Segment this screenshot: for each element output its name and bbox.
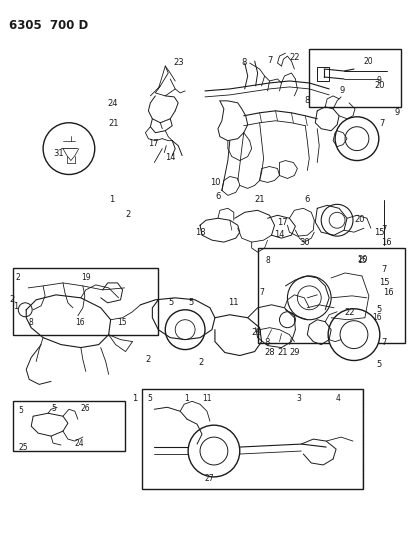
Text: 28: 28 (264, 348, 274, 357)
Text: 31: 31 (53, 149, 63, 158)
Text: 15: 15 (356, 256, 366, 265)
Text: 20: 20 (374, 81, 384, 90)
Text: 22: 22 (289, 53, 299, 62)
Text: 2: 2 (15, 273, 20, 282)
Text: 20: 20 (353, 215, 364, 224)
Circle shape (287, 276, 330, 320)
Text: 5: 5 (376, 305, 381, 314)
Text: 16: 16 (382, 288, 393, 297)
Text: 5: 5 (376, 360, 381, 368)
Text: 29: 29 (289, 348, 299, 357)
Text: 2: 2 (145, 354, 150, 364)
Text: 1: 1 (184, 394, 189, 403)
Bar (13, 268, 158, 335)
Bar (142, 389, 362, 489)
Circle shape (334, 117, 378, 160)
Text: 18: 18 (195, 228, 205, 237)
Text: 7: 7 (267, 56, 272, 65)
Text: 8: 8 (28, 318, 33, 327)
Text: 5: 5 (147, 394, 152, 403)
Text: 6: 6 (303, 196, 309, 204)
Text: 29: 29 (251, 328, 261, 337)
Bar (13, 401, 124, 451)
Text: 8: 8 (264, 337, 269, 346)
Text: 20: 20 (363, 57, 373, 66)
Bar (308, 49, 400, 107)
Text: 14: 14 (165, 152, 175, 161)
Text: 11: 11 (227, 298, 238, 307)
Text: 16: 16 (371, 313, 380, 322)
Text: 4: 4 (335, 394, 340, 403)
Text: 7: 7 (259, 288, 264, 297)
Text: 25: 25 (18, 443, 28, 452)
Text: 5: 5 (168, 298, 173, 307)
Text: 21: 21 (277, 348, 287, 357)
Text: 21: 21 (108, 119, 119, 128)
Text: 1: 1 (108, 196, 114, 204)
Text: 7: 7 (378, 119, 383, 128)
Circle shape (175, 320, 195, 340)
Circle shape (188, 425, 239, 477)
Text: 26: 26 (81, 404, 90, 413)
Text: 14: 14 (274, 230, 284, 239)
Text: 9: 9 (394, 108, 399, 117)
Text: 2: 2 (125, 211, 130, 219)
Text: 15: 15 (373, 228, 383, 237)
Text: 10: 10 (209, 179, 220, 188)
Circle shape (320, 204, 352, 236)
Circle shape (339, 321, 367, 349)
Text: 16: 16 (380, 238, 391, 247)
Text: 15: 15 (378, 278, 389, 287)
Text: 22: 22 (343, 308, 354, 317)
Text: 2: 2 (9, 295, 15, 304)
Text: 6: 6 (214, 192, 220, 201)
Text: 17: 17 (148, 139, 159, 148)
Text: 21: 21 (254, 196, 265, 204)
Circle shape (344, 127, 368, 151)
Text: 7: 7 (380, 225, 385, 234)
Text: 17: 17 (277, 218, 288, 227)
Text: 2: 2 (198, 358, 203, 367)
Text: 1: 1 (13, 302, 18, 311)
Text: 23: 23 (173, 58, 183, 67)
Text: 15: 15 (117, 318, 127, 327)
Text: 16: 16 (75, 318, 84, 327)
Text: 5: 5 (18, 406, 23, 415)
Text: 8: 8 (241, 58, 247, 67)
Circle shape (297, 286, 320, 310)
Text: 8: 8 (303, 96, 309, 105)
Text: 30: 30 (299, 238, 309, 247)
Circle shape (165, 310, 204, 350)
Text: 6305  700 D: 6305 700 D (9, 19, 88, 33)
Text: 19: 19 (81, 273, 90, 282)
Text: 24: 24 (108, 99, 118, 108)
Text: 5: 5 (188, 298, 193, 307)
Text: 9: 9 (338, 86, 344, 95)
Circle shape (43, 123, 94, 174)
Text: 8: 8 (265, 256, 270, 265)
Circle shape (327, 309, 379, 360)
Text: 24: 24 (75, 439, 84, 448)
Text: 9: 9 (376, 76, 381, 85)
Text: 27: 27 (204, 474, 213, 483)
Text: 1: 1 (132, 394, 137, 403)
Bar (317, 67, 328, 81)
Bar (257, 248, 404, 343)
Text: 3: 3 (296, 394, 301, 403)
Text: 7: 7 (380, 265, 385, 274)
Text: 5: 5 (51, 404, 56, 413)
Circle shape (18, 303, 32, 317)
Text: 7: 7 (380, 337, 385, 346)
Circle shape (200, 437, 227, 465)
Circle shape (328, 212, 344, 228)
Circle shape (279, 312, 294, 328)
Text: 11: 11 (202, 394, 211, 403)
Text: 20: 20 (356, 255, 366, 264)
